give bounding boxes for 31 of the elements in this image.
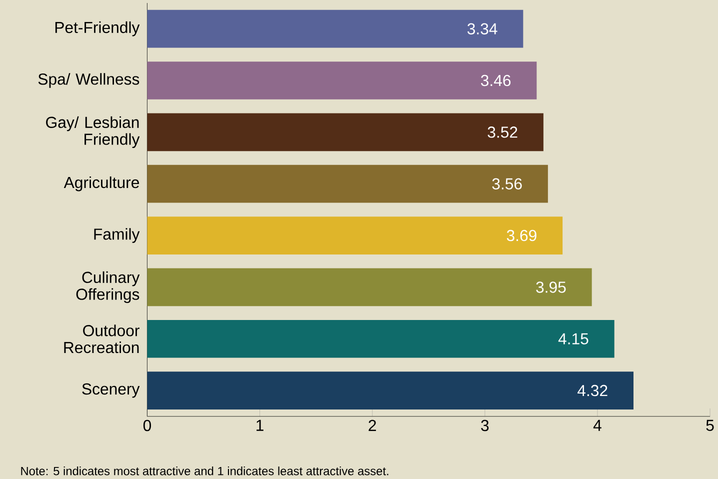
bar (147, 113, 544, 152)
bar (147, 320, 614, 358)
text: Note: 5 indicates most attractive and 1 indicates least attractive asset. (21, 466, 388, 476)
data-label: 3.56 (492, 178, 522, 190)
bar (147, 216, 563, 254)
y-tick-label: Agriculture (64, 176, 139, 192)
x-tick-label: 4 (593, 420, 602, 431)
x-tick-label: 0 (143, 420, 151, 432)
bar (147, 268, 592, 306)
x-tick-label: 5 (706, 420, 714, 431)
y-tick-label: Outdoor Recreation (64, 324, 140, 354)
data-label: 3.46 (480, 74, 511, 86)
y-tick-label: Spa/ Wellness (38, 73, 140, 88)
bar (147, 164, 548, 203)
bar (147, 62, 537, 100)
data-label: 4.15 (558, 333, 588, 344)
bar (147, 372, 634, 410)
x-tick-label: 3 (481, 420, 489, 432)
data-label: 3.52 (488, 126, 518, 138)
y-tick-label: Family (94, 228, 140, 243)
data-label: 3.69 (506, 230, 536, 242)
y-tick-label: Pet-Friendly (55, 21, 140, 36)
data-label: 3.95 (536, 282, 566, 293)
y-tick-label: Culinary Offerings (76, 271, 140, 303)
x-tick-label: 2 (368, 420, 376, 431)
data-label: 3.34 (467, 23, 498, 34)
y-tick-label: Gay/ Lesbian Friendly (46, 116, 140, 148)
x-tick-label: 1 (256, 420, 264, 431)
data-label: 4.32 (578, 384, 608, 396)
bar (147, 10, 524, 48)
y-tick-label: Scenery (82, 383, 140, 398)
